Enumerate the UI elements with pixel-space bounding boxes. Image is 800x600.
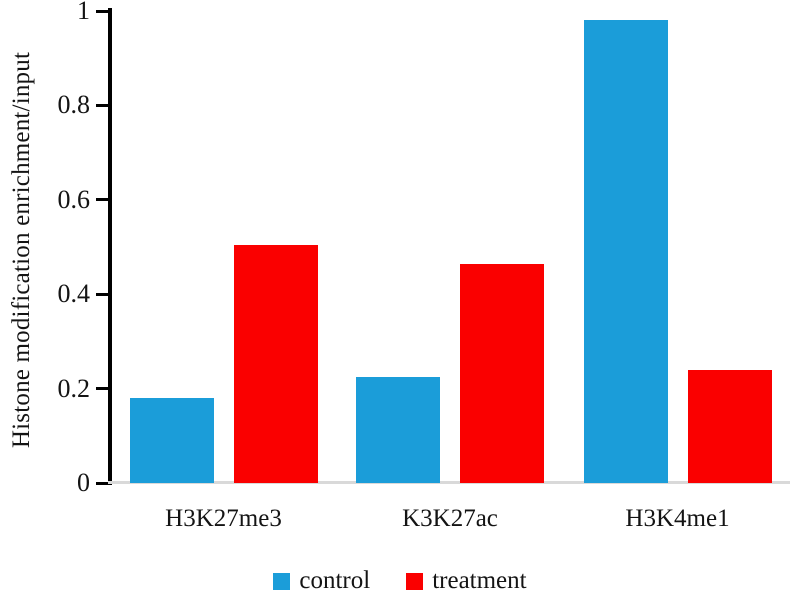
bar-control-H3K27me3 bbox=[129, 398, 214, 483]
legend-label-treatment: treatment bbox=[432, 567, 527, 594]
y-tick-label-0.4: 0.4 bbox=[57, 279, 91, 309]
bar-treatment-K3K27ac bbox=[460, 263, 544, 483]
bar-treatment-H3K27me3 bbox=[233, 244, 318, 483]
legend-item-treatment: treatment bbox=[406, 566, 527, 596]
legend-swatch-control bbox=[273, 572, 291, 590]
x-label-H3K27me3: H3K27me3 bbox=[165, 505, 282, 532]
x-axis-line bbox=[108, 481, 790, 484]
x-label-K3K27ac: K3K27ac bbox=[402, 505, 498, 532]
y-tick-label-0.8: 0.8 bbox=[57, 90, 91, 120]
legend-label-control: control bbox=[299, 567, 371, 594]
plot-area bbox=[112, 11, 790, 483]
x-label-H3K4me1: H3K4me1 bbox=[625, 505, 730, 532]
bar-treatment-H3K4me1 bbox=[687, 369, 772, 483]
bar-control-H3K4me1 bbox=[583, 20, 668, 483]
legend-swatch-treatment bbox=[406, 572, 424, 590]
y-tick-label-0.2: 0.2 bbox=[57, 373, 91, 403]
y-tick-mark-0 bbox=[96, 481, 108, 485]
y-tick-label-0.6: 0.6 bbox=[57, 184, 91, 214]
y-tick-label-1: 1 bbox=[77, 0, 90, 25]
y-axis-line bbox=[108, 8, 112, 485]
y-tick-mark-0.2 bbox=[96, 387, 108, 391]
legend: control treatment bbox=[0, 566, 800, 596]
y-tick-mark-0.8 bbox=[96, 103, 108, 107]
y-tick-mark-0.6 bbox=[96, 198, 108, 202]
y-tick-label-0: 0 bbox=[77, 468, 90, 497]
y-tick-mark-1 bbox=[96, 9, 108, 13]
legend-item-control: control bbox=[273, 566, 370, 596]
y-tick-mark-0.4 bbox=[96, 292, 108, 296]
bar-control-K3K27ac bbox=[356, 376, 440, 483]
